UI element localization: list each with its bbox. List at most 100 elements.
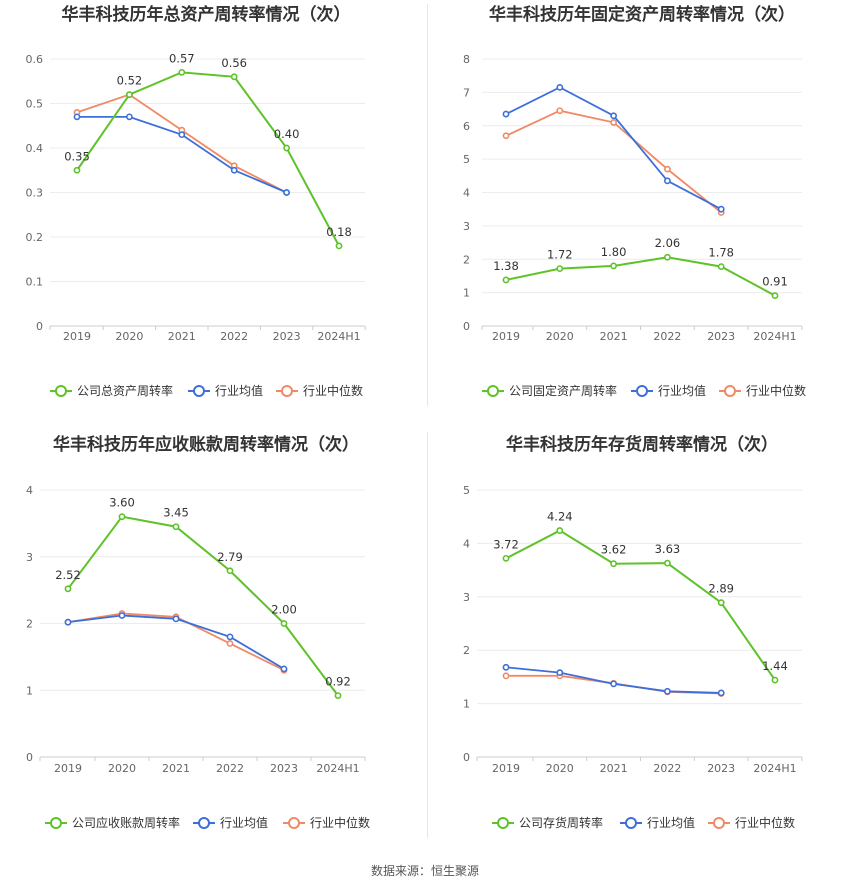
legend-item-avg[interactable]: 行业均值: [188, 383, 263, 398]
legend-label: 公司应收账款周转率: [72, 815, 180, 830]
y-tick-label: 4: [463, 187, 470, 200]
legend-marker: [50, 817, 62, 829]
legend-item-avg[interactable]: 行业均值: [620, 815, 695, 830]
legend-label: 公司存货周转率: [519, 815, 603, 830]
legend-label: 行业均值: [647, 815, 695, 830]
data-point-median: [556, 107, 564, 115]
legend-label: 行业均值: [658, 383, 706, 398]
data-label: 2.06: [655, 236, 681, 250]
y-tick-label: 4: [463, 537, 470, 550]
legend-marker: [281, 385, 293, 397]
legend-marker: [724, 385, 736, 397]
data-point-company: [502, 554, 510, 562]
chart-title: 华丰科技历年应收账款周转率情况（次）: [53, 434, 359, 455]
data-point-avg: [663, 177, 671, 185]
data-point-avg: [556, 83, 564, 91]
legend-item-median[interactable]: 行业中位数: [719, 383, 806, 398]
y-tick-label: 0: [36, 320, 43, 333]
legend-label: 公司总资产周转率: [77, 383, 173, 398]
y-tick-label: 2: [26, 618, 33, 631]
data-point-company: [771, 292, 779, 300]
data-label: 0.35: [64, 149, 90, 163]
y-tick-label: 3: [463, 220, 470, 233]
y-tick-label: 0.4: [26, 142, 44, 155]
chart-title: 华丰科技历年总资产周转率情况（次）: [62, 4, 351, 25]
data-point-company: [118, 513, 126, 521]
x-tick-label: 2024H1: [316, 762, 359, 775]
data-label: 3.60: [109, 496, 135, 510]
data-label: 2.52: [55, 568, 81, 582]
chart-panel-1: 华丰科技历年总资产周转率情况（次） 0 0.1 0.2 0.3 0.4 0.5 0.6 2019…: [0, 0, 427, 410]
data-label: 3.72: [493, 537, 519, 551]
data-point-avg: [230, 166, 238, 174]
data-label: 2.79: [217, 550, 243, 564]
top-divider: [427, 4, 428, 406]
legend-item-company[interactable]: 公司固定资产周转率: [482, 383, 617, 398]
legend-item-company[interactable]: 公司总资产周转率: [50, 383, 173, 398]
data-label: 1.80: [601, 245, 627, 259]
legend-marker: [487, 385, 499, 397]
legend-label: 行业均值: [215, 383, 263, 398]
legend-label: 行业中位数: [735, 815, 795, 830]
y-tick-label: 0: [26, 751, 33, 764]
data-point-avg: [226, 633, 234, 641]
data-point-avg: [717, 689, 725, 697]
data-point-avg: [73, 113, 81, 121]
legend-label: 行业中位数: [746, 383, 806, 398]
data-label: 1.72: [547, 248, 573, 262]
legend-label: 行业均值: [220, 815, 268, 830]
data-point-company: [556, 265, 564, 272]
data-point-company: [230, 73, 238, 81]
x-tick-label: 2023: [273, 330, 301, 343]
y-tick-label: 0.3: [26, 187, 44, 200]
x-tick-label: 2022: [653, 330, 681, 343]
legend-item-median[interactable]: 行业中位数: [708, 815, 795, 830]
y-tick-label: 1: [463, 698, 470, 711]
data-source: 数据来源：恒生聚源: [370, 864, 479, 878]
legend-marker: [713, 817, 725, 829]
data-point-avg: [610, 112, 617, 120]
data-point-avg: [502, 110, 510, 118]
data-label: 4.24: [547, 510, 573, 524]
x-tick-label: 2021: [600, 330, 628, 343]
legend-item-company[interactable]: 公司存货周转率: [492, 815, 603, 830]
chart-svg: 华丰科技历年存货周转率情况（次） 0 1 2 3 4 5 2019 2020 2021 2022 20…: [463, 434, 803, 830]
data-point-avg: [556, 669, 564, 677]
chart-panel-3: 华丰科技历年应收账款周转率情况（次） 0 1 2 3 4 2019 2020 2021 2022 2…: [0, 430, 427, 840]
legend-item-avg[interactable]: 行业均值: [631, 383, 706, 398]
x-tick-label: 2021: [162, 762, 190, 775]
y-tick-label: 8: [463, 53, 470, 66]
x-tick-label: 2024H1: [753, 330, 796, 343]
y-tick-label: 5: [463, 153, 470, 166]
data-label: 3.63: [655, 542, 681, 556]
data-point-company: [610, 560, 617, 568]
data-label: 0.56: [221, 56, 247, 70]
data-point-company: [73, 166, 81, 174]
data-point-avg: [610, 680, 617, 688]
legend-item-median[interactable]: 行业中位数: [283, 815, 370, 830]
data-label: 3.62: [601, 543, 627, 557]
data-label: 0.18: [326, 225, 352, 239]
data-label: 3.45: [163, 506, 189, 520]
x-tick-label: 2022: [653, 762, 681, 775]
chart-title: 华丰科技历年存货周转率情况（次）: [506, 434, 778, 455]
series-line-company: [505, 256, 776, 297]
legend-item-company[interactable]: 公司应收账款周转率: [45, 815, 180, 830]
legend-item-avg[interactable]: 行业均值: [193, 815, 268, 830]
legend-marker: [497, 817, 509, 829]
chart-svg: 华丰科技历年固定资产周转率情况（次） 0 1 2 3 4 5 6 7 8 2019 2020 2021 2…: [463, 4, 806, 398]
data-point-company: [280, 620, 288, 627]
legend-label: 公司固定资产周转率: [509, 383, 617, 398]
legend-item-median[interactable]: 行业中位数: [276, 383, 363, 398]
x-tick-label: 2022: [220, 330, 248, 343]
data-point-company: [178, 68, 186, 76]
data-point-company: [335, 242, 343, 250]
data-point-company: [226, 567, 234, 575]
data-point-company: [64, 585, 72, 593]
data-label: 0.40: [274, 127, 300, 141]
data-point-company: [663, 253, 671, 261]
data-label: 0.92: [325, 675, 351, 689]
y-tick-label: 4: [26, 484, 33, 497]
y-tick-label: 0.5: [26, 98, 44, 111]
chart-title: 华丰科技历年固定资产周转率情况（次）: [489, 4, 795, 25]
